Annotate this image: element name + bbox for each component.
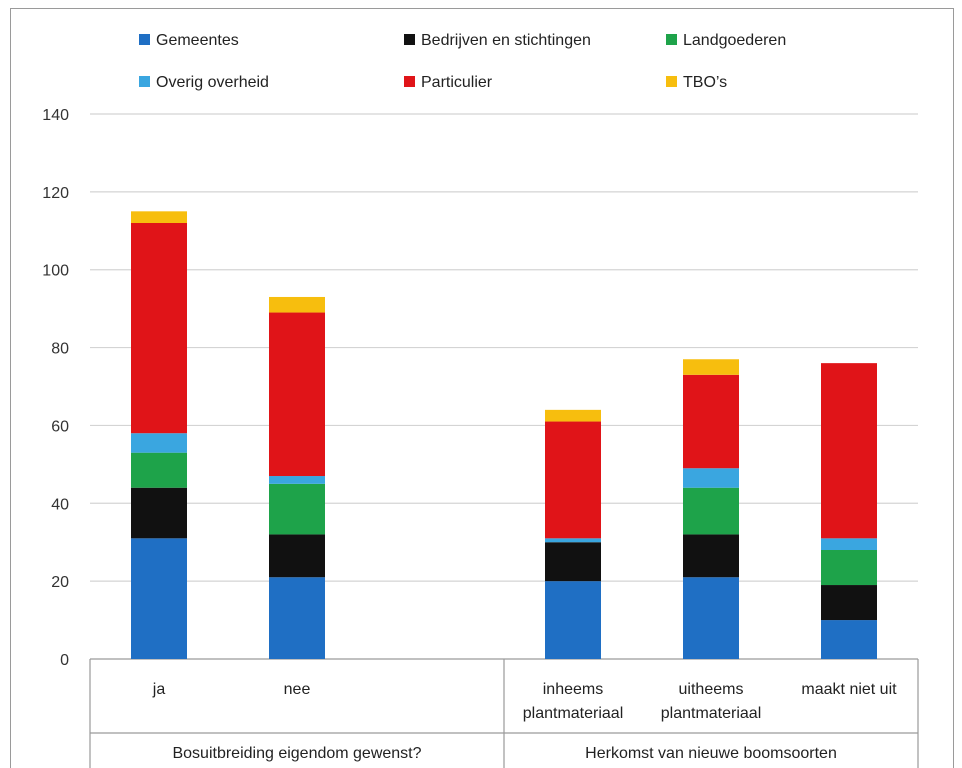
bar-segment-particulier [545,421,601,539]
legend-label: Particulier [421,74,493,91]
bar-segment-bedrijven-en-stichtingen [269,534,325,578]
bar-segment-tbo-s [131,211,187,223]
x-category-label: inheems [543,681,603,698]
y-tick-label: 100 [42,263,69,280]
bar-segment-bedrijven-en-stichtingen [821,585,877,621]
y-tick-label: 120 [42,185,69,202]
y-tick-label: 0 [60,652,69,669]
bar-segment-bedrijven-en-stichtingen [545,542,601,582]
bar-segment-gemeentes [683,577,739,659]
bar-segment-overig-overheid [131,433,187,453]
legend-label: Gemeentes [156,32,239,49]
legend-label: Bedrijven en stichtingen [421,32,591,49]
bar-segment-tbo-s [683,359,739,375]
legend-swatch [666,76,677,87]
x-category-label: plantmateriaal [523,705,624,722]
chart-frame [10,8,954,768]
bar-segment-particulier [269,312,325,477]
legend-label: TBO’s [683,74,727,91]
bar-segment-overig-overheid [683,468,739,488]
x-category-label: nee [284,681,311,698]
bar-segment-gemeentes [545,581,601,659]
bars [131,211,877,659]
x-category-label: maakt niet uit [801,681,897,698]
y-tick-label: 140 [42,107,69,124]
bar-segment-particulier [821,363,877,539]
bar-segment-bedrijven-en-stichtingen [131,487,187,539]
legend-swatch [139,34,150,45]
y-tick-label: 60 [51,418,69,435]
bar-segment-gemeentes [821,620,877,659]
legend-swatch [404,34,415,45]
y-tick-label: 40 [51,496,69,513]
bar-segment-particulier [683,374,739,469]
bar-segment-landgoederen [131,452,187,488]
bar-segment-tbo-s [545,409,601,422]
legend-label: Overig overheid [156,74,269,91]
bar-segment-landgoederen [821,550,877,586]
bar-segment-landgoederen [269,483,325,535]
legend: Gemeentes Bedrijven en stichtingen Landgoe… [139,32,786,91]
legend-swatch [666,34,677,45]
bar-segment-overig-overheid [821,538,877,550]
bar-segment-tbo-s [269,296,325,313]
bar-segment-overig-overheid [545,538,601,543]
legend-label: Landgoederen [683,32,786,49]
x-category-label: uitheems [679,681,744,698]
x-category-label: ja [152,681,166,698]
bar-segment-gemeentes [131,538,187,659]
bar-segment-landgoederen [683,487,739,535]
bar-segment-bedrijven-en-stichtingen [683,534,739,578]
x-category-label: plantmateriaal [661,705,762,722]
x-group-label: Herkomst van nieuwe boomsoorten [585,745,837,762]
bar-segment-overig-overheid [269,476,325,484]
bar-segment-particulier [131,223,187,434]
x-group-label: Bosuitbreiding eigendom gewenst? [172,745,421,762]
y-tick-label: 20 [51,574,69,591]
gridlines [90,113,918,660]
legend-swatch [404,76,415,87]
bar-segment-gemeentes [269,577,325,659]
y-tick-label: 80 [51,341,69,358]
legend-swatch [139,76,150,87]
